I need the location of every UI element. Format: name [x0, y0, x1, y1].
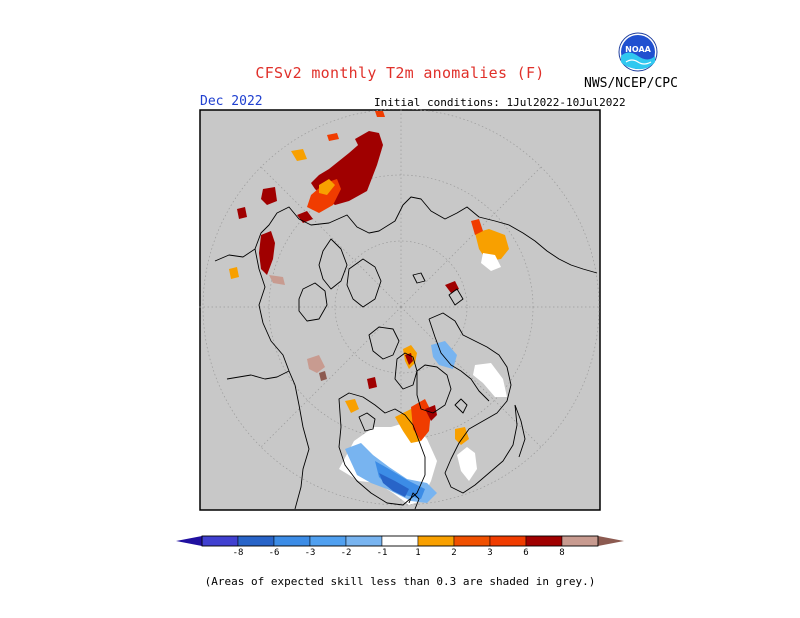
polar-map	[199, 109, 601, 511]
europe-anomalies	[339, 345, 469, 505]
noaa-logo-icon: NOAA	[618, 32, 658, 72]
colorbar-cell	[345, 535, 383, 547]
colorbar-tick-label: 2	[451, 548, 457, 558]
colorbar-tick-label: -2	[340, 548, 352, 558]
asia-greenland-anomalies	[307, 219, 509, 381]
colorbar-cell	[381, 535, 419, 547]
colorbar-tick-label: 3	[487, 548, 493, 558]
colorbar-tick-label: 1	[415, 548, 421, 558]
colorbar-tick-label: 8	[559, 548, 565, 558]
colorbar-tick-label: -1	[376, 548, 388, 558]
colorbar-cell	[273, 535, 311, 547]
colorbar-cell	[561, 535, 599, 547]
colorbar-cell	[525, 535, 563, 547]
colorbar-tick-label: 6	[523, 548, 529, 558]
colorbar	[176, 535, 624, 547]
colorbar-tick-label: -6	[268, 548, 280, 558]
colorbar-tick-label: -8	[232, 548, 244, 558]
colorbar-cell	[309, 535, 347, 547]
colorbar-border	[201, 535, 599, 547]
colorbar-cell	[237, 535, 275, 547]
noaa-logo: NOAA	[618, 32, 658, 72]
north-america-anomalies	[229, 111, 385, 285]
logo-text: NOAA	[625, 45, 651, 54]
coastlines	[214, 196, 598, 510]
colorbar-tick-label: -3	[304, 548, 316, 558]
colorbar-cell	[453, 535, 491, 547]
graticule	[199, 109, 600, 509]
colorbar-high-end	[598, 536, 624, 546]
initial-conditions: Initial conditions: 1Jul2022-10Jul2022	[374, 96, 626, 109]
colorbar-cell	[201, 535, 239, 547]
colorbar-cells	[201, 535, 599, 547]
skill-note: (Areas of expected skill less than 0.3 a…	[204, 575, 596, 588]
colorbar-low-end	[176, 536, 202, 546]
map-title: CFSv2 monthly T2m anomalies (F)	[255, 64, 545, 82]
forecast-month: Dec 2022	[200, 94, 263, 109]
agency-label: NWS/NCEP/CPC	[584, 76, 678, 91]
colorbar-cell	[489, 535, 527, 547]
russia-anomalies	[431, 341, 507, 481]
colorbar-cell	[417, 535, 455, 547]
